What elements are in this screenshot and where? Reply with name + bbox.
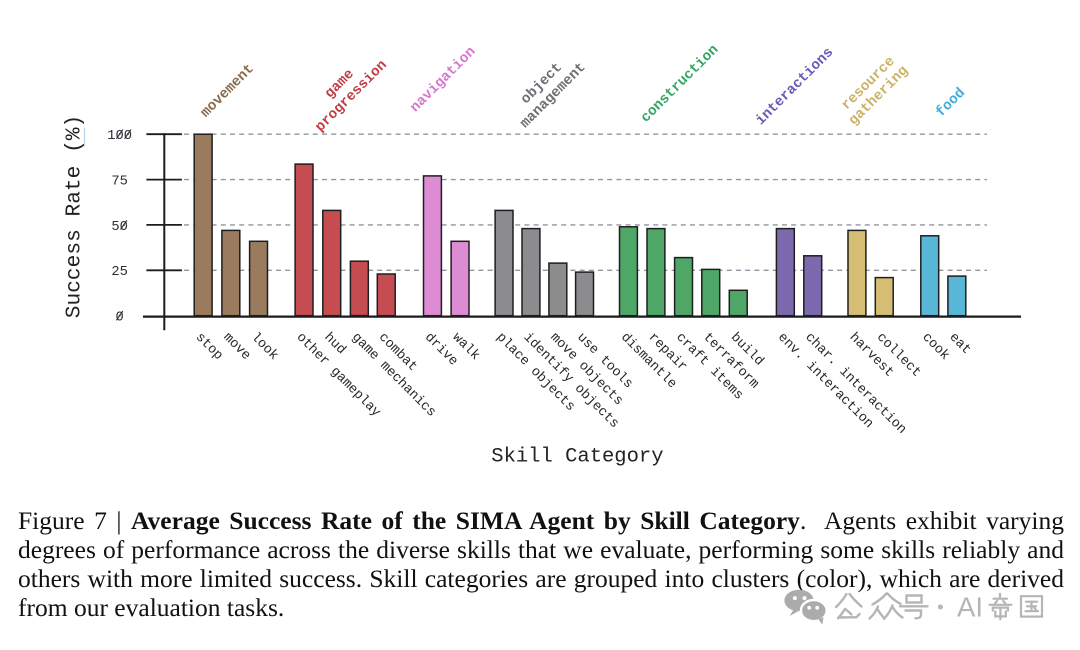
svg-text:Success Rate (%): Success Rate (%) bbox=[63, 115, 87, 318]
svg-text:100: 100 bbox=[107, 129, 132, 144]
svg-text:interactions: interactions bbox=[753, 45, 837, 129]
svg-text:look: look bbox=[247, 330, 280, 363]
svg-text:0: 0 bbox=[115, 311, 123, 326]
svg-text:Skill Category: Skill Category bbox=[491, 446, 663, 469]
svg-text:food: food bbox=[933, 85, 969, 121]
svg-text:progression: progression bbox=[313, 57, 391, 135]
svg-text:50: 50 bbox=[111, 220, 128, 235]
svg-text:navigation: navigation bbox=[407, 44, 479, 116]
svg-text:75: 75 bbox=[111, 174, 128, 189]
svg-text:move: move bbox=[220, 330, 253, 363]
svg-text:AI: AI bbox=[957, 591, 983, 622]
svg-text:construction: construction bbox=[638, 42, 722, 126]
svg-text:cook: cook bbox=[919, 330, 952, 363]
svg-text:movement: movement bbox=[198, 61, 258, 121]
svg-text:stop: stop bbox=[192, 330, 225, 363]
svg-text:25: 25 bbox=[111, 265, 128, 280]
